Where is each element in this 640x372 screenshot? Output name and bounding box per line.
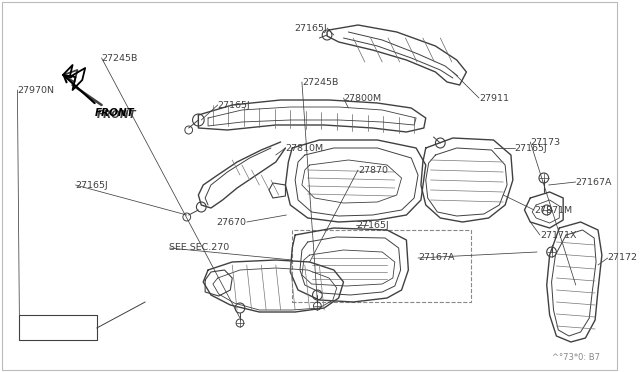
Bar bbox=[292, 230, 471, 302]
Text: 27165J: 27165J bbox=[515, 144, 548, 153]
Text: 27172: 27172 bbox=[608, 253, 637, 263]
Text: 27670: 27670 bbox=[217, 218, 247, 227]
Text: SEE SEC.270: SEE SEC.270 bbox=[170, 244, 230, 253]
Text: 27171X: 27171X bbox=[540, 231, 577, 240]
Text: 27810M: 27810M bbox=[285, 144, 324, 153]
Text: 27870: 27870 bbox=[358, 166, 388, 174]
Text: 27245B: 27245B bbox=[102, 54, 138, 62]
Text: 27165J: 27165J bbox=[76, 180, 108, 189]
Text: FRONT: FRONT bbox=[97, 110, 136, 120]
Text: 27167A: 27167A bbox=[576, 177, 612, 186]
Text: FRONT: FRONT bbox=[95, 108, 134, 118]
Text: 27911: 27911 bbox=[479, 93, 509, 103]
Text: 27165J: 27165J bbox=[218, 100, 250, 109]
Text: 27173: 27173 bbox=[531, 138, 561, 147]
Text: 27800M: 27800M bbox=[344, 93, 381, 103]
Text: 27970N: 27970N bbox=[17, 86, 54, 94]
Text: 27167A: 27167A bbox=[418, 253, 454, 263]
Text: 27871M: 27871M bbox=[534, 205, 572, 215]
Text: 27165J: 27165J bbox=[294, 23, 327, 32]
Text: ^°73*0: B7: ^°73*0: B7 bbox=[552, 353, 600, 362]
Text: 27165J: 27165J bbox=[356, 221, 389, 230]
Text: 27245B: 27245B bbox=[302, 77, 339, 87]
